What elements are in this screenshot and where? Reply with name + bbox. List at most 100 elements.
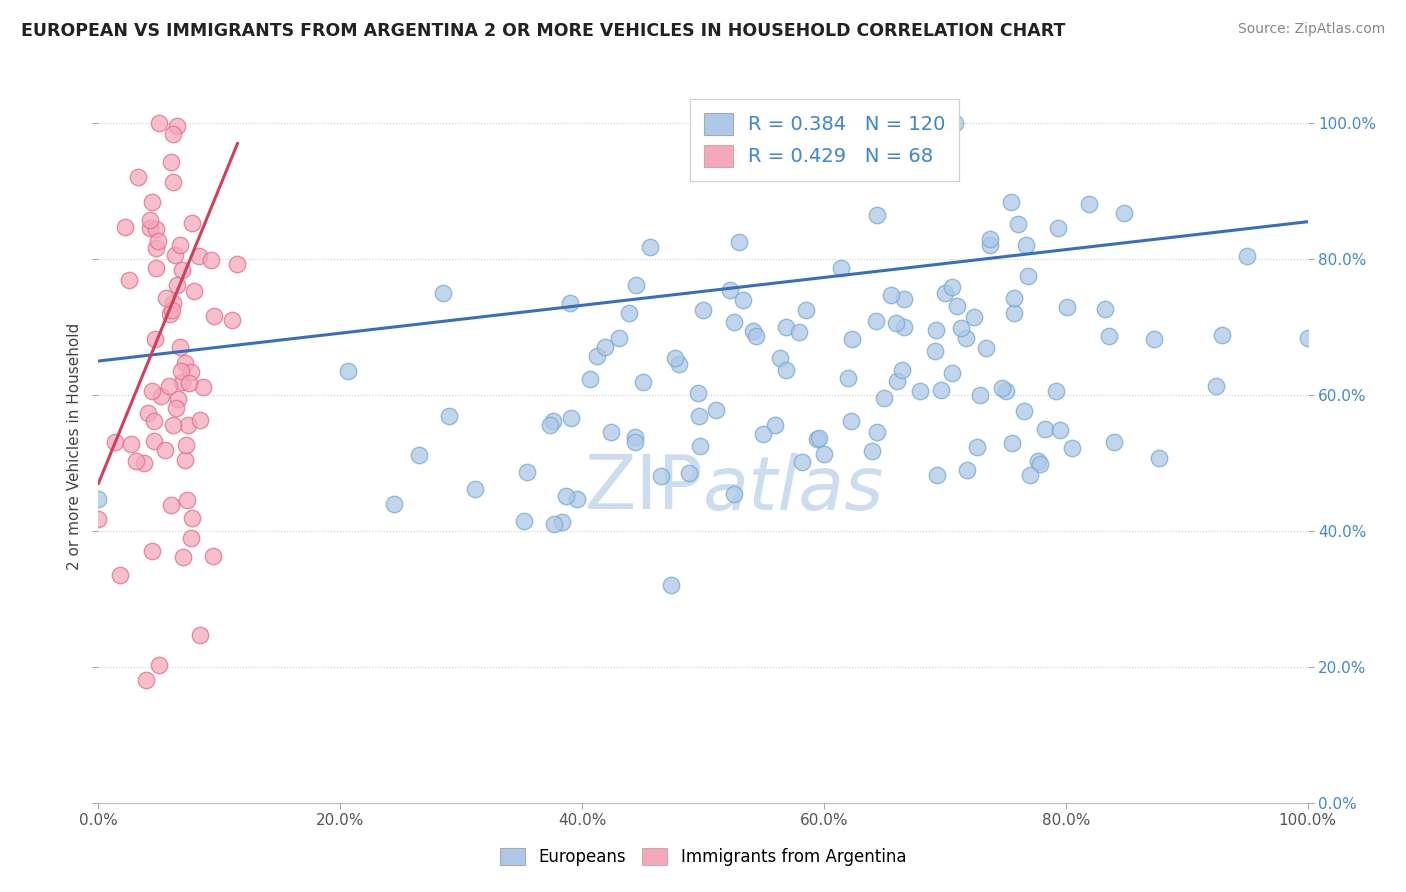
Text: ZIP: ZIP: [585, 452, 703, 525]
Point: [1060, 441, 1083, 455]
Point: [866, 425, 889, 439]
Point: [560, 411, 582, 425]
Point: [718, 283, 741, 297]
Point: [790, 455, 813, 469]
Point: [841, 332, 863, 346]
Point: [966, 440, 988, 454]
Point: [166, 277, 188, 292]
Point: [704, 403, 727, 417]
Point: [141, 384, 163, 398]
Point: [1236, 249, 1258, 263]
Point: [1149, 450, 1171, 465]
Point: [1112, 206, 1135, 220]
Point: [752, 426, 775, 441]
Point: [789, 325, 811, 339]
Point: [148, 657, 170, 672]
Point: [925, 323, 948, 337]
Point: [595, 340, 617, 354]
Point: [955, 331, 977, 345]
Point: [991, 381, 1014, 395]
Point: [108, 567, 131, 582]
Point: [141, 195, 163, 210]
Point: [1078, 196, 1101, 211]
Point: [408, 448, 430, 462]
Point: [159, 155, 181, 169]
Point: [538, 418, 561, 433]
Point: [145, 261, 167, 276]
Point: [160, 498, 183, 512]
Point: [118, 273, 141, 287]
Point: [624, 434, 647, 449]
Point: [775, 319, 797, 334]
Point: [541, 413, 564, 427]
Point: [585, 349, 607, 363]
Point: [146, 235, 169, 249]
Point: [1000, 194, 1022, 209]
Point: [689, 439, 711, 453]
Point: [1015, 238, 1038, 252]
Point: [688, 409, 710, 423]
Point: [104, 434, 127, 449]
Point: [145, 241, 167, 255]
Point: [1002, 291, 1025, 305]
Point: [934, 286, 956, 301]
Point: [929, 383, 952, 397]
Point: [169, 237, 191, 252]
Point: [865, 314, 887, 328]
Point: [742, 324, 765, 338]
Point: [159, 307, 181, 321]
Point: [979, 238, 1001, 252]
Point: [941, 366, 963, 380]
Point: [941, 279, 963, 293]
Point: [668, 357, 690, 371]
Point: [950, 321, 973, 335]
Point: [813, 447, 835, 461]
Point: [664, 351, 686, 365]
Point: [1017, 268, 1039, 283]
Point: [617, 306, 640, 320]
Point: [678, 466, 700, 480]
Point: [191, 379, 214, 393]
Point: [145, 222, 167, 236]
Point: [1026, 454, 1049, 468]
Point: [166, 119, 188, 133]
Point: [638, 240, 661, 254]
Point: [886, 374, 908, 388]
Point: [830, 261, 852, 276]
Point: [221, 312, 243, 326]
Point: [200, 253, 222, 268]
Point: [723, 487, 745, 501]
Point: [135, 673, 157, 688]
Point: [1002, 305, 1025, 319]
Point: [866, 208, 889, 222]
Point: [943, 116, 966, 130]
Point: [174, 438, 197, 452]
Point: [560, 296, 582, 310]
Y-axis label: 2 or more Vehicles in Household: 2 or more Vehicles in Household: [66, 322, 82, 570]
Point: [963, 310, 986, 325]
Point: [624, 430, 647, 444]
Point: [974, 341, 997, 355]
Point: [872, 391, 894, 405]
Point: [143, 434, 166, 448]
Point: [956, 463, 979, 477]
Point: [174, 355, 197, 369]
Point: [763, 418, 786, 433]
Point: [180, 216, 202, 230]
Point: [891, 363, 914, 377]
Point: [979, 232, 1001, 246]
Point: [769, 351, 792, 365]
Point: [1049, 423, 1071, 437]
Point: [172, 549, 194, 564]
Point: [578, 372, 600, 386]
Point: [162, 128, 184, 142]
Point: [692, 302, 714, 317]
Point: [150, 389, 173, 403]
Point: [162, 295, 184, 310]
Point: [1056, 300, 1078, 314]
Point: [1045, 384, 1067, 399]
Point: [543, 516, 565, 531]
Point: [924, 344, 946, 359]
Point: [994, 384, 1017, 398]
Point: [183, 285, 205, 299]
